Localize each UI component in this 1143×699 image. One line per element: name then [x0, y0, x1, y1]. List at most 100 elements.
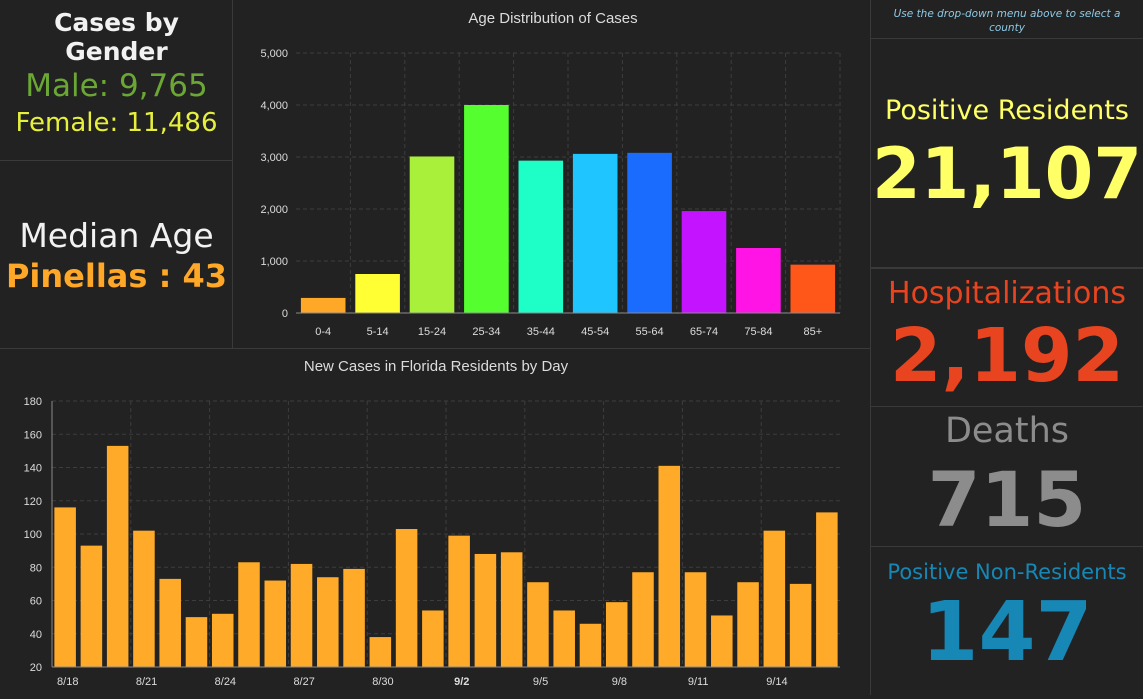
hospitalizations-panel: Hospitalizations 2,192 — [871, 268, 1143, 406]
age-bar — [681, 211, 727, 313]
x-tick-label: 85+ — [803, 326, 822, 338]
deaths-panel: Deaths 715 — [871, 406, 1143, 546]
age-chart-panel: Age Distribution of Cases 0 1,000 2,000 3,0… — [233, 0, 871, 349]
median-age-value: Pinellas : 43 — [5, 257, 228, 295]
hospitalizations-label: Hospitalizations — [888, 276, 1126, 311]
deaths-label: Deaths — [944, 411, 1070, 451]
daily-bar — [54, 507, 76, 667]
y-tick-label: 4,000 — [260, 100, 288, 112]
age-bar — [572, 153, 618, 313]
daily-bar — [80, 545, 103, 667]
age-bar — [790, 264, 836, 313]
y-tick-label: 100 — [24, 529, 42, 541]
y-tick-label: 140 — [24, 463, 42, 475]
daily-bar — [605, 602, 628, 667]
y-tick-label: 160 — [24, 429, 42, 441]
y-tick-label: 0 — [282, 308, 288, 320]
x-tick-label: 45-54 — [581, 326, 609, 338]
daily-bar — [159, 578, 181, 667]
x-tick-label: 15-24 — [418, 326, 446, 338]
positive-residents-label: Positive Residents — [885, 95, 1129, 126]
daily-chart-panel: New Cases in Florida Residents by Day 20… — [0, 349, 871, 695]
daily-bar — [500, 552, 523, 667]
daily-bar — [106, 445, 129, 667]
x-tick-label: 55-64 — [636, 326, 664, 338]
daily-bar — [789, 583, 812, 667]
daily-bar — [737, 582, 759, 667]
non-residents-value: 147 — [921, 585, 1093, 680]
female-count: Female: 11,486 — [15, 108, 218, 138]
deaths-value: 715 — [927, 455, 1087, 544]
non-residents-panel: Positive Non-Residents 147 — [871, 546, 1143, 695]
positive-residents-value: 21,107 — [871, 133, 1143, 215]
age-bar — [300, 297, 346, 313]
daily-bar — [264, 580, 287, 667]
positive-residents-panel: Positive Residents 21,107 — [871, 38, 1143, 268]
daily-bar — [474, 553, 497, 667]
y-tick-label: 120 — [24, 496, 42, 508]
x-tick-label: 8/30 — [372, 676, 393, 688]
x-tick-label: 8/24 — [215, 676, 236, 688]
x-tick-label: 9/5 — [533, 676, 548, 688]
median-age-panel: Median Age Pinellas : 43 — [0, 161, 233, 349]
x-tick-label: 9/11 — [688, 676, 709, 688]
x-tick-label: 8/21 — [136, 676, 157, 688]
daily-bar — [711, 615, 733, 667]
daily-bar — [448, 535, 470, 667]
y-tick-label: 20 — [30, 662, 42, 674]
x-tick-label: 25-34 — [472, 326, 500, 338]
x-tick-label: 9/8 — [612, 676, 627, 688]
daily-bar — [185, 617, 208, 667]
daily-bar — [290, 563, 313, 667]
daily-bar — [579, 623, 602, 667]
y-tick-label: 60 — [30, 596, 42, 608]
daily-bar — [816, 512, 838, 667]
daily-bar — [317, 577, 339, 667]
daily-bar — [422, 610, 444, 667]
daily-chart-title: New Cases in Florida Residents by Day — [304, 358, 569, 375]
hospitalizations-value: 2,192 — [889, 313, 1125, 399]
age-distribution-chart: Age Distribution of Cases 0 1,000 2,000 3,0… — [260, 10, 841, 338]
median-age-title: Median Age — [19, 216, 214, 255]
daily-bar — [553, 610, 575, 667]
daily-bar — [763, 530, 786, 667]
x-tick-label: 65-74 — [690, 326, 718, 338]
daily-bar — [527, 582, 549, 667]
daily-bar — [211, 613, 234, 667]
y-tick-label: 2,000 — [260, 204, 288, 216]
non-residents-label: Positive Non-Residents — [887, 560, 1127, 584]
gender-title: Cases by Gender — [54, 8, 179, 66]
daily-bar — [632, 572, 654, 667]
x-tick-label: 0-4 — [315, 326, 331, 338]
y-tick-label: 1,000 — [260, 256, 288, 268]
daily-cases-chart: New Cases in Florida Residents by Day 20… — [24, 358, 840, 688]
daily-bar — [395, 529, 418, 667]
age-bar — [464, 105, 509, 313]
county-select-note: Use the drop-down menu above to select a… — [893, 8, 1121, 34]
daily-bar — [658, 465, 681, 667]
age-bar — [409, 156, 455, 313]
x-tick-label: 75-84 — [744, 326, 772, 338]
daily-bar — [343, 568, 365, 667]
age-bar — [518, 160, 564, 313]
daily-bar — [684, 572, 707, 667]
y-tick-label: 40 — [30, 629, 42, 641]
daily-bar — [238, 562, 260, 667]
daily-bar — [133, 530, 155, 667]
age-chart-title: Age Distribution of Cases — [468, 10, 637, 27]
x-tick-label: 9/14 — [766, 676, 787, 688]
gender-panel: Cases by Gender Male: 9,765 Female: 11,4… — [0, 0, 233, 161]
male-count: Male: 9,765 — [25, 68, 208, 104]
age-bar — [355, 274, 400, 313]
y-tick-label: 3,000 — [260, 152, 288, 164]
x-tick-label: 35-44 — [527, 326, 555, 338]
county-note-panel: Use the drop-down menu above to select a… — [871, 0, 1143, 38]
x-tick-label: 8/27 — [293, 676, 314, 688]
daily-bar — [369, 637, 392, 667]
y-tick-label: 80 — [30, 562, 42, 574]
age-bar — [627, 152, 672, 313]
y-tick-label: 5,000 — [260, 48, 288, 60]
y-tick-label: 180 — [24, 396, 42, 408]
age-bar — [736, 248, 781, 313]
x-tick-label: 8/18 — [57, 676, 78, 688]
